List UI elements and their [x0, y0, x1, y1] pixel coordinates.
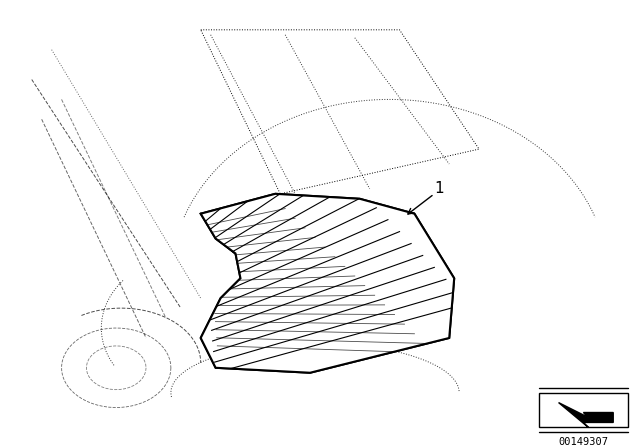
Polygon shape — [201, 194, 454, 373]
Text: 1: 1 — [435, 181, 444, 196]
Bar — [539, 392, 628, 427]
Text: 00149307: 00149307 — [559, 437, 609, 448]
Polygon shape — [559, 403, 613, 427]
